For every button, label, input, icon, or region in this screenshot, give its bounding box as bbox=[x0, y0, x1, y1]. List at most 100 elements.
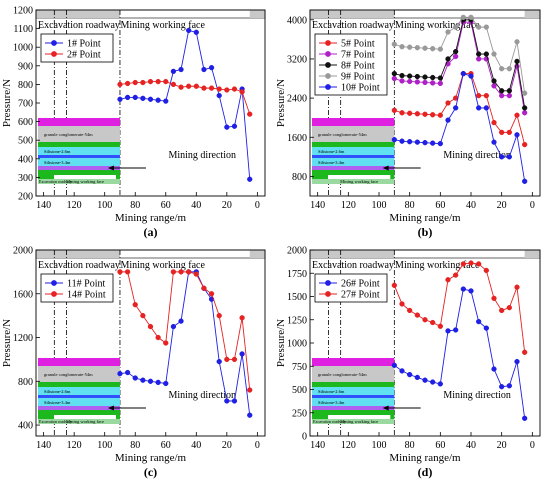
stratum-purple bbox=[38, 166, 120, 170]
x-axis-label: Mining range/m bbox=[389, 452, 461, 464]
y-tick-label: 900 bbox=[18, 61, 33, 72]
legend-label: 8# Point bbox=[341, 61, 375, 72]
data-point bbox=[437, 80, 443, 87]
legend-box bbox=[40, 273, 114, 303]
data-point bbox=[499, 154, 505, 160]
data-point bbox=[399, 110, 405, 116]
data-point bbox=[476, 56, 482, 62]
top-band-roadway bbox=[310, 250, 395, 258]
mining-direction-label: Mining direction bbox=[443, 150, 511, 161]
data-point bbox=[208, 291, 215, 297]
stratum-bottom bbox=[312, 179, 395, 184]
x-tick-label: 120 bbox=[341, 200, 356, 211]
data-point bbox=[163, 380, 169, 387]
data-point bbox=[460, 286, 466, 292]
data-point bbox=[391, 362, 397, 368]
data-point bbox=[514, 284, 520, 290]
data-point bbox=[453, 105, 459, 111]
data-point bbox=[163, 340, 169, 346]
x-axis-label: Mining range/m bbox=[389, 212, 461, 224]
mining-direction-arrowhead bbox=[107, 165, 114, 171]
data-point bbox=[453, 53, 459, 60]
data-point bbox=[437, 140, 443, 147]
data-point bbox=[193, 83, 199, 89]
data-point bbox=[414, 111, 420, 117]
data-point bbox=[506, 93, 512, 99]
stratum-siltstone-2 bbox=[38, 158, 120, 166]
x-tick-label: 60 bbox=[161, 200, 171, 211]
data-point bbox=[407, 73, 413, 79]
mining-direction-label: Mining direction bbox=[168, 390, 236, 401]
data-point bbox=[132, 94, 138, 101]
plot-frame bbox=[309, 9, 541, 197]
y-axis-label: Pressure/N bbox=[1, 79, 13, 127]
data-point bbox=[140, 95, 146, 101]
y-tick-label: 200 bbox=[18, 192, 33, 203]
data-point bbox=[239, 315, 245, 321]
y-tick-label: 2000 bbox=[287, 246, 307, 257]
data-point bbox=[499, 129, 505, 136]
data-point bbox=[399, 138, 405, 144]
stratum-label: Siltstone-3.4m bbox=[44, 160, 71, 165]
panel-caption: (d) bbox=[418, 465, 433, 479]
mining-direction-label: Mining direction bbox=[168, 150, 236, 161]
legend-label: 5# Point bbox=[341, 39, 375, 50]
data-point bbox=[155, 334, 161, 341]
series-line-2 bbox=[119, 271, 251, 391]
label-excavation-roadway: Excavation roadway bbox=[38, 260, 120, 271]
data-point bbox=[422, 45, 428, 51]
data-point bbox=[147, 96, 154, 102]
data-point bbox=[239, 351, 245, 357]
top-band-end bbox=[249, 250, 265, 258]
stratum-siltstone-1 bbox=[312, 387, 395, 395]
data-point bbox=[453, 24, 459, 30]
legend-label: 1# Point bbox=[67, 39, 101, 50]
data-point bbox=[163, 78, 169, 85]
chart-panel-1: Excavation roadway Mining working facegra… bbox=[1, 6, 266, 239]
x-tick-label: 20 bbox=[497, 200, 507, 211]
data-point bbox=[476, 51, 482, 57]
data-point bbox=[216, 86, 222, 92]
working-face-slot bbox=[54, 415, 116, 419]
data-point bbox=[491, 366, 497, 372]
x-tick-label: 40 bbox=[466, 200, 476, 211]
legend-label: 9# Point bbox=[341, 72, 375, 83]
data-point bbox=[430, 74, 436, 81]
data-point bbox=[445, 117, 451, 123]
y-tick-label: 750 bbox=[292, 362, 307, 373]
data-point bbox=[491, 295, 497, 302]
data-point bbox=[468, 288, 474, 294]
label-excavation-roadway: Excavation roadway bbox=[38, 20, 120, 31]
x-tick-label: 120 bbox=[341, 440, 356, 451]
data-point bbox=[407, 371, 413, 378]
data-point bbox=[178, 269, 184, 275]
data-point bbox=[124, 94, 131, 101]
y-tick-label: 3200 bbox=[287, 54, 307, 65]
data-point bbox=[399, 368, 405, 374]
data-point bbox=[186, 83, 192, 89]
data-point bbox=[430, 140, 436, 146]
y-tick-label: 800 bbox=[18, 377, 33, 388]
x-tick-label: 0 bbox=[255, 440, 260, 451]
stratum-siltstone-2 bbox=[312, 158, 395, 166]
data-point bbox=[491, 139, 497, 145]
legend-label: 2# Point bbox=[67, 50, 101, 61]
y-tick-label: 500 bbox=[292, 385, 307, 396]
label-excavation-roadway: Excavation roadway bbox=[312, 20, 394, 31]
data-point bbox=[522, 415, 528, 421]
data-point bbox=[186, 269, 192, 275]
data-point bbox=[437, 75, 443, 81]
data-point bbox=[522, 178, 528, 184]
stratum-purple bbox=[312, 166, 395, 170]
top-band-roadway bbox=[36, 10, 120, 18]
data-point bbox=[414, 73, 420, 80]
stratum-conglomerate bbox=[38, 366, 120, 382]
legend-swatch-marker bbox=[325, 84, 331, 90]
data-point bbox=[422, 79, 428, 86]
data-point bbox=[391, 70, 397, 77]
data-point bbox=[414, 139, 420, 145]
stratum-label: granule conglomerate-54m bbox=[44, 372, 93, 377]
x-tick-label: 40 bbox=[191, 200, 201, 211]
x-tick-label: 100 bbox=[97, 440, 112, 451]
data-point bbox=[163, 98, 169, 104]
